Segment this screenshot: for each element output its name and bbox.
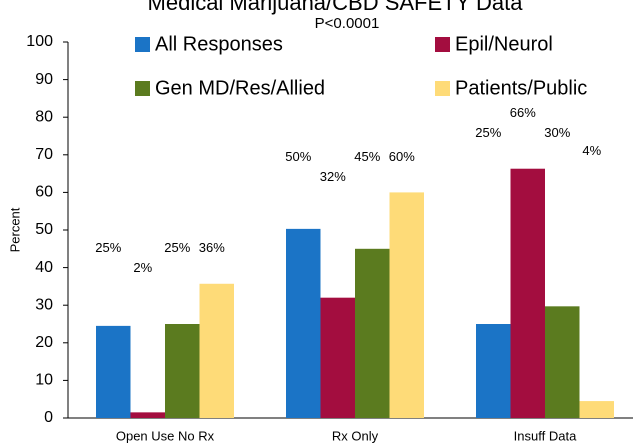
y-tick-label: 20: [35, 334, 53, 351]
legend-label: All Responses: [155, 33, 283, 55]
bar: [389, 192, 424, 418]
bar: [130, 412, 165, 418]
data-label: 30%: [544, 125, 570, 140]
y-tick-label: 10: [35, 372, 53, 389]
y-tick-label: 0: [44, 409, 53, 426]
bar: [579, 401, 614, 418]
bar: [355, 248, 390, 418]
legend-swatch: [135, 37, 150, 52]
y-tick-label: 50: [35, 221, 53, 238]
y-tick-label: 70: [35, 146, 53, 163]
data-label: 32%: [320, 169, 346, 184]
legend-swatch: [135, 81, 150, 96]
chart-title: Medical Marijuana/CBD SAFETY Data: [148, 0, 524, 15]
data-label: 45%: [354, 149, 380, 164]
x-tick-label: Insuff Data: [514, 428, 577, 443]
y-tick-label: 100: [26, 33, 53, 50]
data-label: 50%: [285, 149, 311, 164]
data-label: 66%: [510, 105, 536, 120]
data-label: 60%: [389, 149, 415, 164]
data-label: 4%: [582, 143, 601, 158]
y-tick-label: 80: [35, 108, 53, 125]
data-label: 25%: [475, 125, 501, 140]
bar: [510, 168, 545, 418]
bar: [165, 324, 200, 418]
legend-swatch: [435, 37, 450, 52]
y-tick-label: 40: [35, 259, 53, 276]
y-axis-label: Percent: [7, 207, 22, 252]
legend-label: Epil/Neurol: [455, 33, 553, 55]
bar: [199, 283, 234, 418]
data-label: 2%: [133, 260, 152, 275]
y-tick-label: 60: [35, 184, 53, 201]
bar: [545, 306, 580, 418]
y-tick-label: 90: [35, 71, 53, 88]
bar: [96, 325, 131, 418]
bar: [476, 324, 511, 418]
data-label: 25%: [164, 240, 190, 255]
bar: [286, 228, 321, 418]
legend-label: Gen MD/Res/Allied: [155, 77, 325, 99]
x-tick-label: Rx Only: [332, 428, 379, 443]
y-tick-label: 30: [35, 296, 53, 313]
legend-swatch: [435, 81, 450, 96]
chart-subtitle: P<0.0001: [315, 15, 380, 32]
data-label: 25%: [95, 240, 121, 255]
legend-label: Patients/Public: [455, 77, 587, 99]
x-tick-label: Open Use No Rx: [116, 428, 215, 443]
bar: [320, 297, 355, 418]
data-label: 36%: [199, 240, 225, 255]
